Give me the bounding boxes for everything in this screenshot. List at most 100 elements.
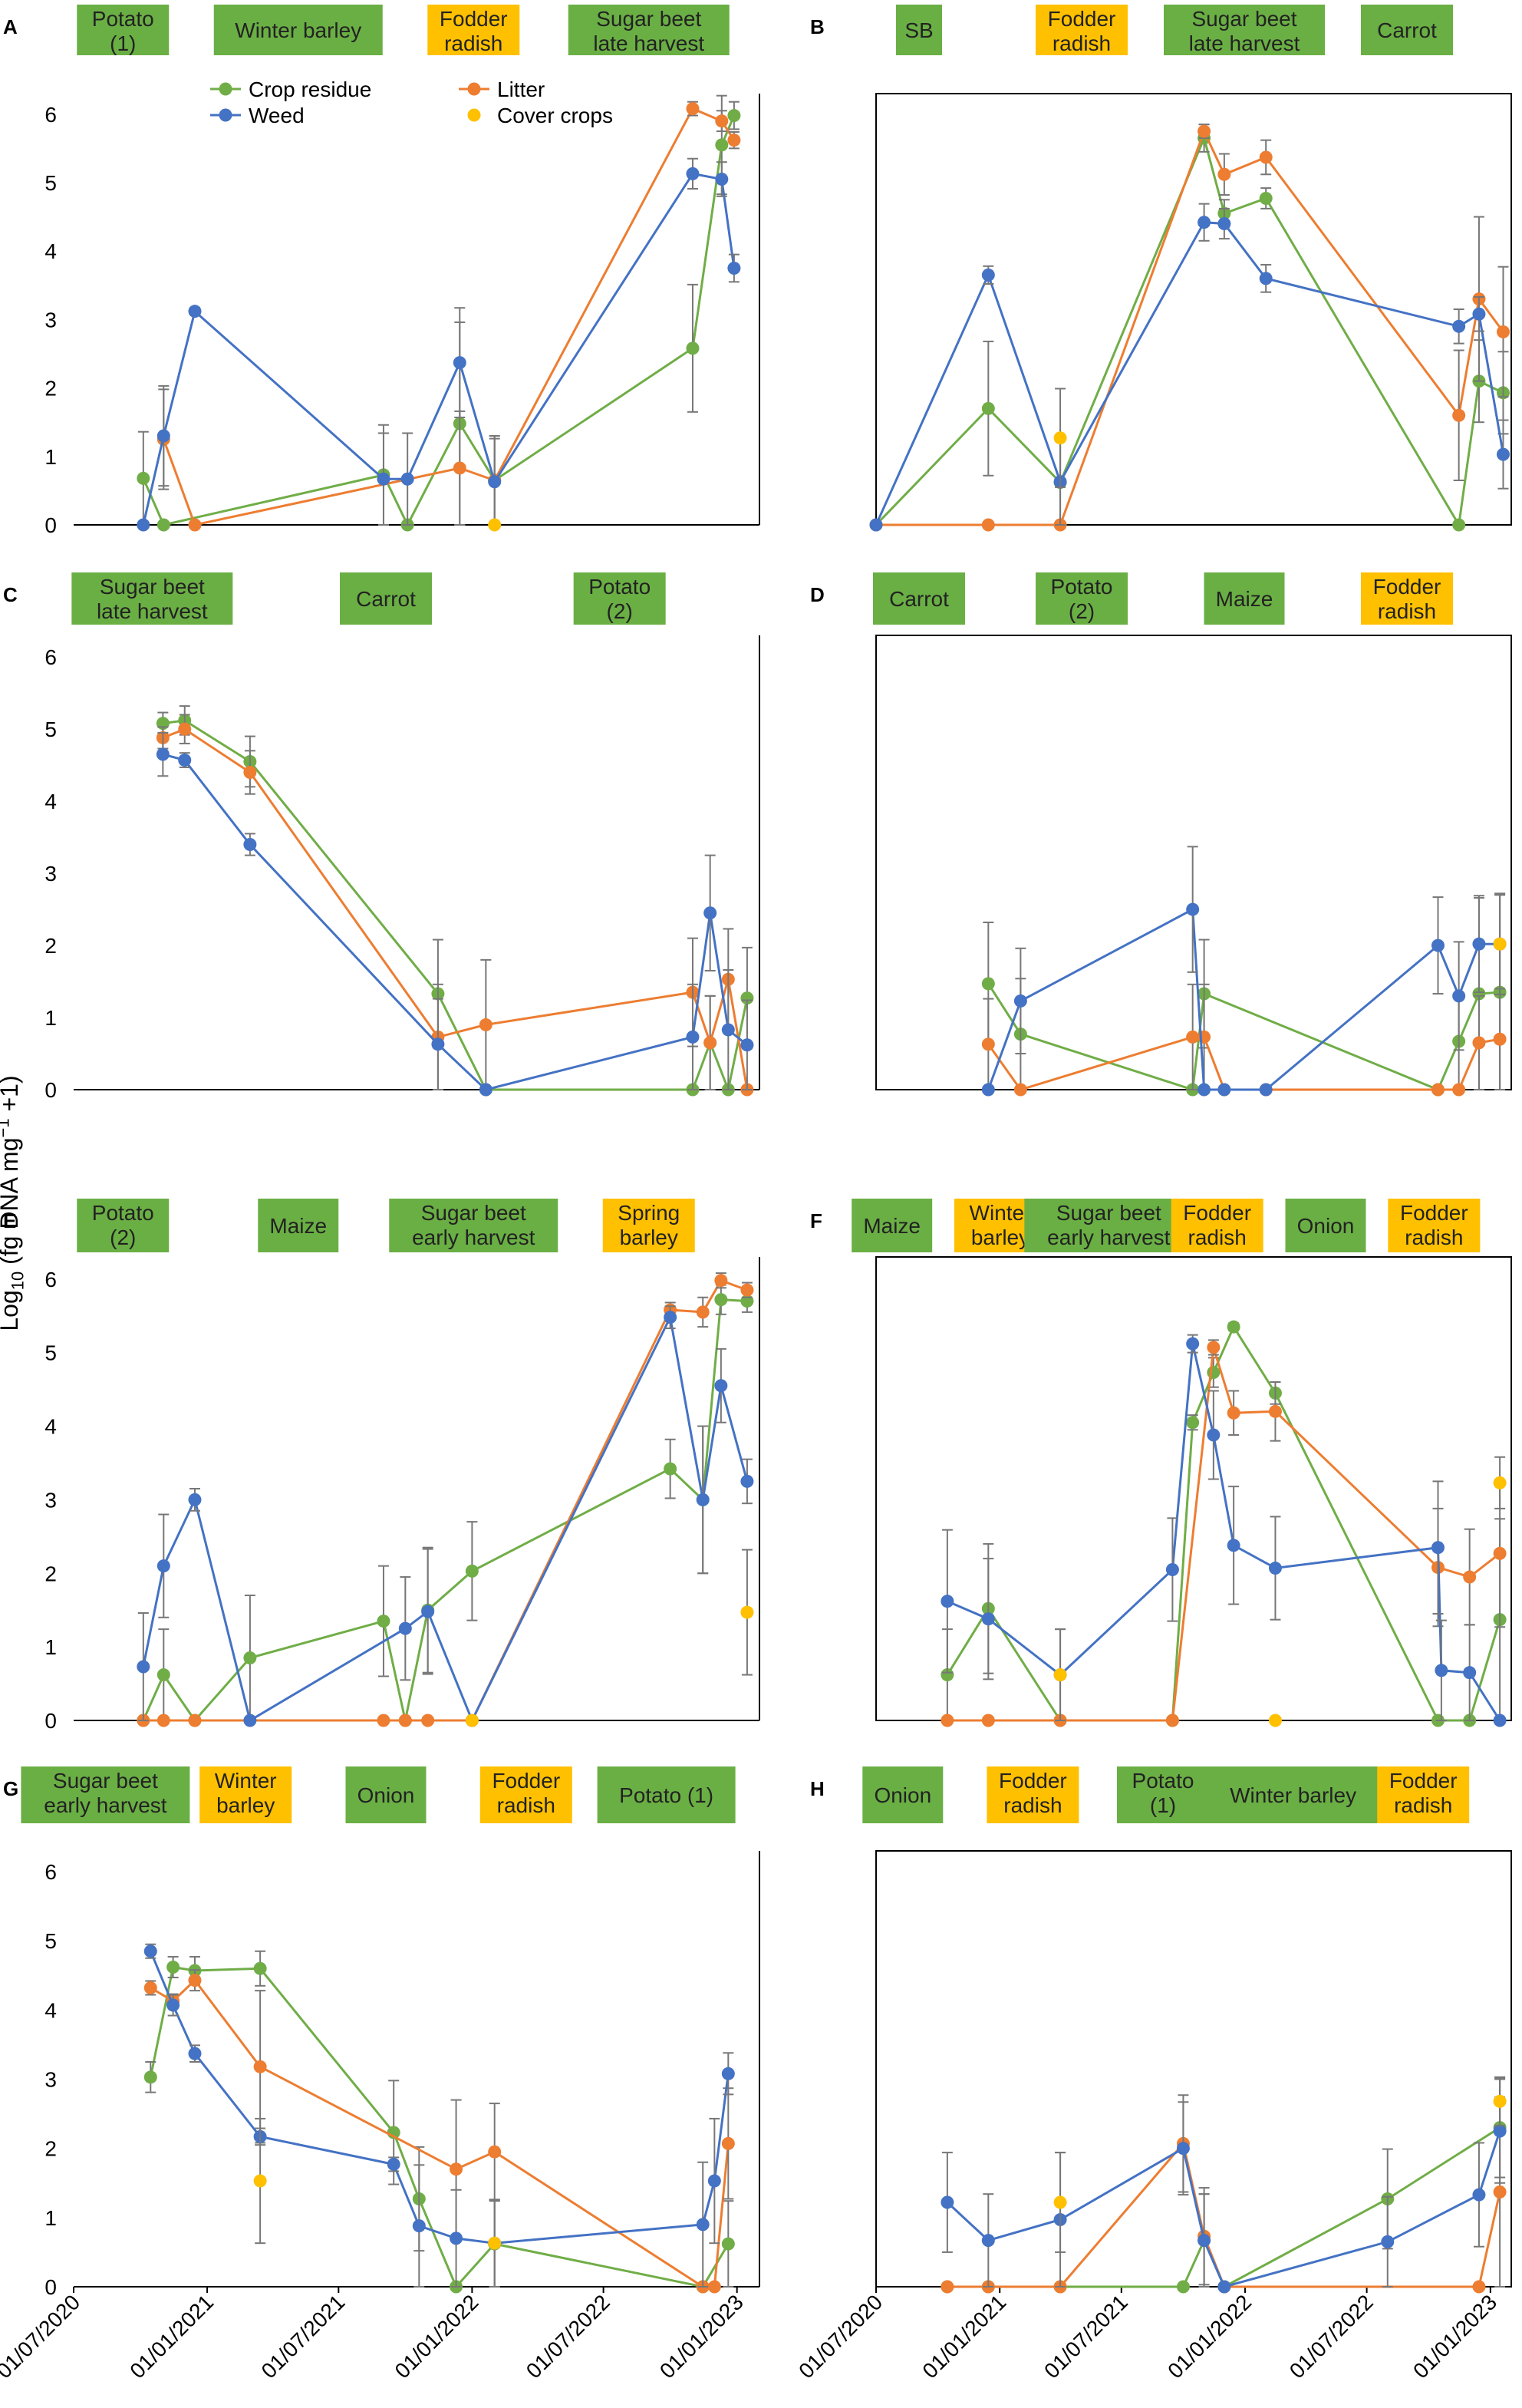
crop-banner-label: radish — [1405, 1225, 1463, 1249]
data-point — [696, 1493, 710, 1506]
crop-banner-box — [345, 1766, 427, 1823]
crop-banner-label: radish — [1053, 31, 1111, 55]
data-point — [1186, 1416, 1200, 1430]
x-tick-label: 01/07/2022 — [1285, 2290, 1378, 2383]
data-point — [1259, 272, 1273, 285]
legend-marker — [467, 108, 481, 122]
data-point — [465, 1564, 479, 1578]
x-tick-label: 01/01/2021 — [125, 2290, 218, 2383]
plot-frame — [875, 635, 1512, 1090]
x-tick-label: 01/01/2022 — [1163, 2290, 1256, 2383]
crop-banner-label: late harvest — [593, 31, 704, 55]
y-tick-label: 3 — [44, 1488, 57, 1512]
data-point — [981, 401, 995, 415]
y-tick-label: 1 — [44, 445, 57, 469]
data-point — [715, 114, 729, 128]
data-point — [1217, 1083, 1231, 1097]
y-tick-label: 2 — [44, 934, 57, 958]
crop-banner-box — [389, 1199, 558, 1252]
crop-banner-label: Sugar beet — [421, 1201, 526, 1225]
data-point — [1493, 2094, 1507, 2108]
crop-banner-label: Carrot — [1377, 18, 1437, 42]
crop-banner-box — [597, 1766, 736, 1823]
crop-banner-label: SB — [904, 18, 933, 42]
crop-banner-box — [21, 1766, 190, 1823]
crop-banner-label: Sugar beet — [53, 1769, 158, 1793]
data-point — [721, 1023, 735, 1037]
data-point — [981, 1083, 995, 1097]
legend-marker — [219, 108, 232, 122]
data-point — [156, 429, 170, 443]
data-point — [253, 2174, 267, 2188]
crop-banner-label: Fodder — [999, 1769, 1067, 1793]
x-tick-label: 01/07/2020 — [0, 2290, 84, 2383]
series-line — [876, 128, 1504, 526]
crop-banner-box — [1036, 572, 1128, 625]
series-line — [947, 1347, 1501, 1722]
panel-letter: B — [810, 15, 825, 38]
data-point — [715, 173, 729, 186]
data-point — [137, 471, 150, 485]
series-crop-residue — [941, 2076, 1507, 2294]
data-point — [1493, 1546, 1507, 1560]
crop-banner-label: radish — [1378, 599, 1436, 623]
data-point — [1165, 1714, 1179, 1727]
crop-banner-label: Potato — [588, 575, 651, 599]
series-line — [142, 1298, 747, 1723]
data-point — [1493, 1714, 1507, 1727]
series-line — [947, 2141, 1501, 2288]
legend-entry: Weed — [210, 104, 305, 127]
series-line — [149, 1951, 730, 2245]
series-litter — [156, 101, 741, 532]
data-point — [1496, 325, 1510, 338]
data-point — [941, 2280, 954, 2294]
legend-entry: Crop residue — [210, 78, 371, 101]
series-litter — [137, 1272, 754, 1727]
plot-frame — [875, 1256, 1512, 1721]
data-point — [1452, 408, 1466, 422]
data-point — [1227, 1539, 1240, 1552]
crop-banner-label: Sugar beet — [1192, 7, 1297, 31]
crop-banner-box — [987, 1766, 1079, 1823]
data-point — [1165, 1562, 1179, 1576]
crop-banner-box — [568, 5, 730, 55]
crop-banner-box — [1361, 572, 1453, 625]
y-tick-label: 1 — [44, 1635, 57, 1659]
y-tick-label: 3 — [44, 308, 57, 332]
crop-banner-label: late harvest — [97, 599, 208, 623]
series-cover-crops — [488, 518, 502, 532]
data-point — [156, 1668, 170, 1682]
crop-banner-box — [873, 572, 965, 625]
y-tick-label: 5 — [44, 1929, 57, 1953]
data-point — [1217, 167, 1231, 181]
data-point — [686, 341, 700, 355]
y-axis-title: Log10 (fg DNA mg−1 +1) — [0, 1075, 28, 1331]
data-point — [1186, 1030, 1200, 1044]
data-point — [1198, 124, 1211, 138]
crop-banner-box — [1164, 5, 1325, 55]
series-weed — [143, 1943, 735, 2288]
crop-banner-box — [1388, 1199, 1481, 1252]
data-point — [453, 461, 466, 475]
data-point — [1381, 2235, 1395, 2248]
data-point — [243, 1651, 257, 1665]
series-line — [947, 2126, 1501, 2289]
data-point — [714, 1293, 728, 1307]
data-point — [740, 1283, 754, 1297]
data-point — [721, 2237, 735, 2251]
data-point — [1207, 1428, 1221, 1442]
y-tick-label: 0 — [44, 2275, 57, 2299]
data-point — [1186, 902, 1200, 916]
y-tick-label: 6 — [44, 1268, 57, 1291]
crop-banner-label: Onion — [1297, 1214, 1355, 1238]
crop-banner-label: radish — [1003, 1793, 1062, 1817]
crop-banner-box — [1036, 5, 1128, 55]
crop-banner-label: early harvest — [44, 1793, 167, 1817]
